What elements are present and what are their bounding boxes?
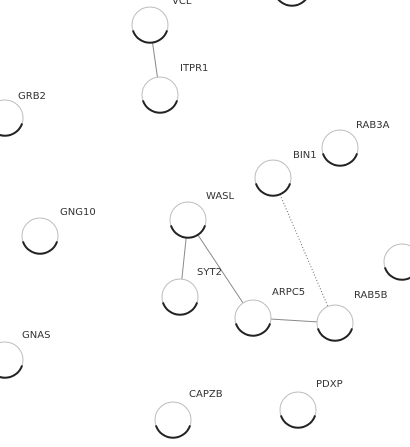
- node-circle: [0, 341, 24, 379]
- node-rab3a[interactable]: RAB3A: [321, 120, 390, 167]
- edge-wasl-arpc5: [187, 219, 254, 319]
- node-gnas[interactable]: GNAS: [0, 330, 50, 379]
- node-right-edge[interactable]: [383, 243, 410, 281]
- node-shadow-arc: [141, 100, 179, 114]
- node-label: PDXP: [316, 379, 343, 390]
- node-shadow-arc: [321, 153, 359, 167]
- node-shadow-arc: [277, 0, 307, 7]
- node-shadow-arc: [234, 323, 272, 337]
- node-label: WASL: [206, 191, 235, 202]
- node-wasl[interactable]: WASL: [169, 191, 235, 239]
- node-rab5b[interactable]: RAB5B: [316, 290, 388, 342]
- node-label: BIN1: [293, 150, 317, 161]
- node-label: RAB3A: [356, 120, 390, 131]
- node-label: ARPC5: [272, 287, 305, 298]
- node-shadow-arc: [0, 365, 24, 379]
- node-shadow-arc: [161, 302, 199, 316]
- node-grb2[interactable]: GRB2: [0, 91, 46, 137]
- node-shadow-arc: [316, 328, 354, 342]
- node-shadow-arc: [169, 225, 207, 239]
- node-shadow-arc: [254, 183, 292, 197]
- node-circle: [383, 243, 410, 281]
- node-label: CAPZB: [189, 389, 223, 400]
- node-label: GNAS: [22, 330, 50, 341]
- node-label: RAB5B: [354, 290, 388, 301]
- node-shadow-arc: [279, 415, 317, 429]
- node-shadow-arc: [131, 30, 169, 44]
- node-label: ITPR1: [180, 63, 208, 74]
- node-shadow-arc: [21, 241, 59, 255]
- node-capzb[interactable]: CAPZB: [154, 389, 223, 439]
- node-gng10[interactable]: GNG10: [21, 207, 96, 255]
- node-arpc5[interactable]: ARPC5: [234, 287, 305, 337]
- node-vcl[interactable]: VCL: [131, 0, 192, 44]
- node-pdxp[interactable]: PDXP: [279, 379, 343, 429]
- node-itpr1[interactable]: ITPR1: [141, 63, 208, 114]
- node-shadow-arc: [383, 267, 410, 281]
- node-label: SYT2: [197, 267, 222, 278]
- node-shadow-arc: [154, 425, 192, 439]
- node-label: GRB2: [18, 91, 46, 102]
- node-top-right[interactable]: [274, 0, 310, 7]
- node-label: VCL: [172, 0, 192, 7]
- node-syt2[interactable]: SYT2: [161, 267, 222, 316]
- node-circle: [0, 99, 24, 137]
- edge-bin1-rab5b: [272, 177, 336, 324]
- node-shadow-arc: [0, 123, 24, 137]
- node-bin1[interactable]: BIN1: [254, 150, 317, 197]
- node-label: GNG10: [60, 207, 96, 218]
